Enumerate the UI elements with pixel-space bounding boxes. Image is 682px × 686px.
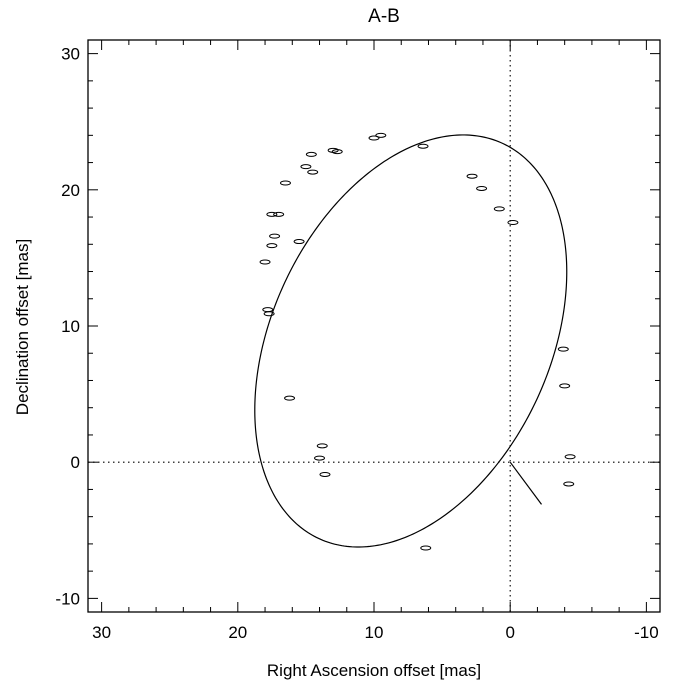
reference-lines: [88, 40, 660, 612]
orbit-layer: [254, 134, 568, 548]
data-point: [305, 151, 317, 157]
data-point: [327, 147, 339, 153]
data-point: [262, 307, 274, 313]
data-point: [273, 211, 285, 217]
y-axis-label: Declination offset [mas]: [13, 239, 32, 415]
data-point: [307, 169, 319, 175]
data-point: [284, 395, 296, 401]
data-point: [564, 454, 576, 460]
data-point: [331, 149, 343, 155]
axis-ticks: [88, 40, 660, 612]
data-point: [420, 545, 432, 551]
data-point: [279, 180, 291, 186]
periastron-line: [509, 461, 542, 505]
x-tick-label: 10: [365, 623, 384, 642]
data-point: [375, 132, 387, 138]
data-point: [259, 259, 271, 265]
data-point: [263, 311, 275, 317]
data-point: [300, 164, 312, 170]
x-tick-label: -10: [634, 623, 659, 642]
data-point: [319, 471, 331, 477]
data-point: [493, 206, 505, 212]
x-axis-label: Right Ascension offset [mas]: [267, 661, 481, 680]
data-point: [266, 211, 278, 217]
data-point: [557, 346, 569, 352]
data-point: [293, 239, 305, 245]
y-tick-label: 30: [61, 45, 80, 64]
data-points: [259, 132, 576, 551]
data-point: [466, 173, 478, 179]
data-point: [266, 243, 278, 249]
data-point: [314, 455, 326, 461]
data-point: [476, 185, 488, 191]
y-tick-label: 10: [61, 317, 80, 336]
y-tick-label: 20: [61, 181, 80, 200]
plot-frame: [87, 39, 661, 613]
data-point: [563, 481, 575, 487]
data-point: [269, 233, 281, 239]
orbit-ellipse: [254, 134, 568, 548]
y-tick-label: 0: [71, 453, 80, 472]
y-tick-label: -10: [55, 589, 80, 608]
data-point: [559, 383, 571, 389]
data-point: [507, 219, 519, 225]
data-point: [316, 443, 328, 449]
x-tick-label: 20: [228, 623, 247, 642]
data-point: [417, 143, 429, 149]
x-tick-label: 0: [505, 623, 514, 642]
chart-title: A-B: [368, 6, 400, 27]
data-point: [368, 135, 380, 141]
tick-labels: 30 20 10 0 -10 -10 0 10 20 30: [55, 45, 658, 642]
x-tick-label: 30: [92, 623, 111, 642]
